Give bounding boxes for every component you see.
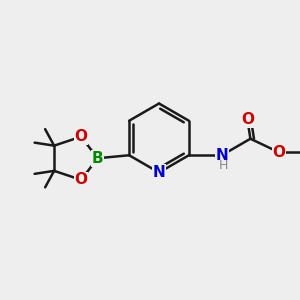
Text: B: B — [92, 151, 103, 166]
Text: O: O — [75, 172, 88, 187]
Text: N: N — [153, 165, 165, 180]
Text: H: H — [219, 159, 228, 172]
Text: O: O — [241, 112, 254, 127]
Text: N: N — [215, 148, 228, 163]
Text: O: O — [272, 145, 285, 160]
Text: O: O — [75, 129, 88, 144]
